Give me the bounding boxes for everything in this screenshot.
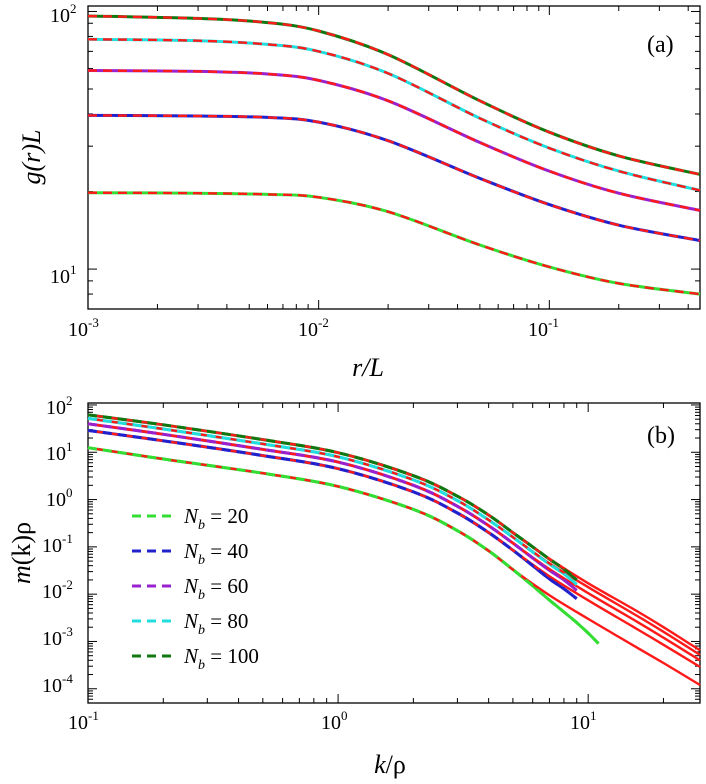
panel-a-reference-line [87, 14, 701, 176]
panel-b-series-dash [87, 428, 578, 600]
panel-a-xlabel: r/L [352, 353, 384, 382]
panel-b-ytick-label: 102 [46, 393, 73, 419]
legend-text: Nb = 40 [183, 539, 248, 568]
panel-b-series-line [87, 416, 578, 586]
panel-b-ytick-label: 10-1 [42, 531, 73, 557]
panel-a-ytick-label: 101 [50, 262, 77, 288]
legend-text: Nb = 20 [183, 504, 248, 533]
panel-b-series [87, 413, 701, 687]
panel-b-ylabel: m(k)ρ [7, 522, 36, 584]
legend-text: Nb = 80 [183, 609, 248, 638]
panel-b-ytick-label: 101 [46, 439, 73, 465]
panel-a-reference-line [87, 114, 701, 242]
panel-b-ytick-label: 10-4 [42, 671, 73, 697]
panel-a-series-line [87, 191, 701, 296]
legend-entry: Nb = 20 [132, 504, 248, 533]
panel-b-xtick-label: 100 [321, 708, 348, 734]
panel-b-xlabel: k/ρ [374, 750, 406, 779]
legend-entry: Nb = 40 [132, 539, 248, 568]
legend-entry: Nb = 60 [132, 574, 248, 603]
panel-b-reference-line [87, 417, 701, 656]
legend-text: Nb = 100 [183, 644, 259, 673]
panel-a-label: (a) [647, 32, 674, 58]
panel-b-label: (b) [647, 423, 675, 449]
panel-a-reference-line [87, 191, 701, 296]
panel-b-ticks [87, 403, 700, 704]
panel-a-series-line [87, 113, 701, 243]
panel-a-reference-line [87, 69, 701, 212]
panel-b-xtick-label: 101 [570, 708, 597, 734]
panel-b-series-dash [87, 416, 578, 586]
panel-a: (a) 101 102 10-3 10-2 10-1 r/L g(r)L [17, 1, 701, 382]
panel-a-xtick-label: 10-3 [68, 315, 99, 341]
panel-a-xtick-label: 10-1 [528, 315, 559, 341]
panel-b-series-dash [87, 422, 578, 592]
panel-b: (b) 102 101 100 10-1 10-2 10-3 10-4 10-1… [7, 393, 701, 779]
legend: Nb = 20 Nb = 40 Nb = 60 Nb = 80 Nb = 100 [132, 504, 259, 673]
panel-b-reference-line [87, 446, 701, 687]
panel-b-ytick-label: 10-3 [42, 624, 73, 650]
panel-a-ytick-label: 102 [50, 1, 77, 27]
panel-b-reference-line [87, 413, 701, 652]
panel-b-series-line [87, 422, 578, 592]
legend-entry: Nb = 80 [132, 609, 248, 638]
legend-entry: Nb = 100 [132, 644, 259, 673]
panel-b-frame [87, 402, 701, 704]
panel-a-frame [87, 5, 701, 310]
panel-b-xtick-label: 10-1 [68, 708, 99, 734]
panel-a-xtick-label: 10-2 [298, 315, 329, 341]
panel-b-series-dash [87, 446, 600, 645]
panel-a-reference-line [87, 38, 701, 192]
panel-a-series [87, 14, 701, 296]
legend-text: Nb = 60 [183, 574, 248, 603]
panel-a-ticks [87, 6, 700, 310]
panel-b-ytick-label: 10-2 [42, 577, 73, 603]
panel-b-series-dash [87, 413, 578, 582]
panel-b-ytick-label: 100 [46, 485, 73, 511]
panel-b-reference-line [87, 422, 701, 662]
panel-a-ylabel: g(r)L [17, 130, 46, 185]
